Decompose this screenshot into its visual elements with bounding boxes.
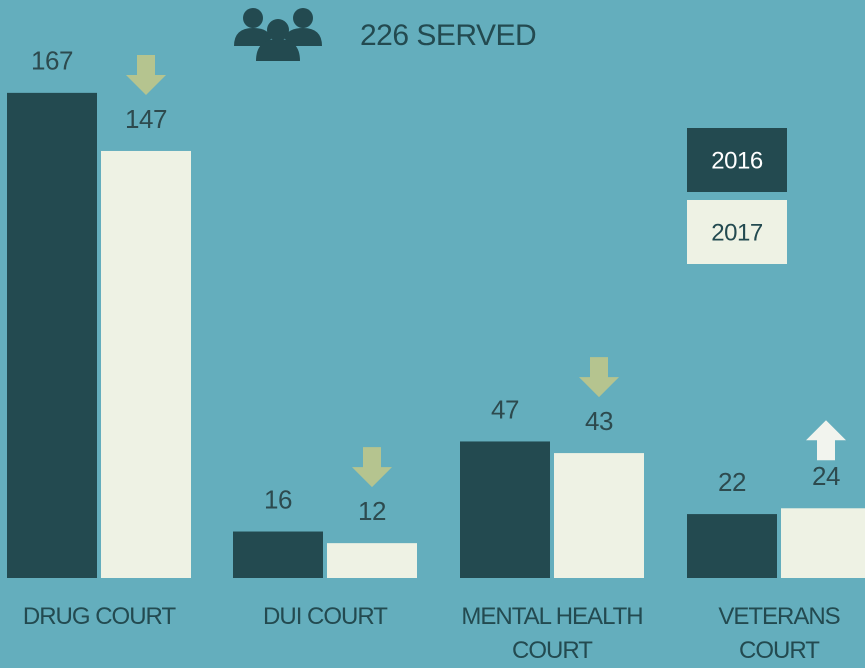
category-label: DUI COURT bbox=[263, 603, 388, 630]
value-label: 16 bbox=[264, 484, 292, 514]
bar bbox=[327, 543, 417, 578]
category-label: MENTAL HEALTH COURT bbox=[461, 603, 643, 664]
bar bbox=[7, 92, 97, 579]
down-arrow bbox=[579, 357, 619, 398]
value-label: 22 bbox=[718, 467, 746, 497]
value-label: 167 bbox=[31, 46, 73, 76]
bar bbox=[233, 531, 323, 578]
bar bbox=[101, 150, 191, 578]
served-annotation: 226 SERVED bbox=[360, 19, 536, 52]
category-label: VETERANS COURT bbox=[718, 603, 840, 664]
bar bbox=[781, 508, 865, 578]
value-label: 12 bbox=[358, 496, 386, 526]
legend-swatch bbox=[687, 128, 787, 192]
bar bbox=[687, 514, 777, 578]
value-label: 43 bbox=[585, 406, 613, 436]
legend-swatch bbox=[687, 200, 787, 264]
legend-label: 2016 bbox=[711, 147, 763, 174]
value-label: 147 bbox=[125, 104, 167, 134]
value-label: 24 bbox=[812, 461, 840, 491]
down-arrow bbox=[352, 447, 392, 488]
legend-label: 2017 bbox=[711, 219, 763, 246]
category-label: DRUG COURT bbox=[22, 603, 176, 630]
bar bbox=[460, 441, 550, 578]
bar bbox=[554, 453, 644, 578]
down-arrow bbox=[126, 54, 166, 95]
value-label: 47 bbox=[491, 394, 519, 424]
people-icon bbox=[234, 8, 322, 61]
up-arrow bbox=[806, 420, 846, 461]
